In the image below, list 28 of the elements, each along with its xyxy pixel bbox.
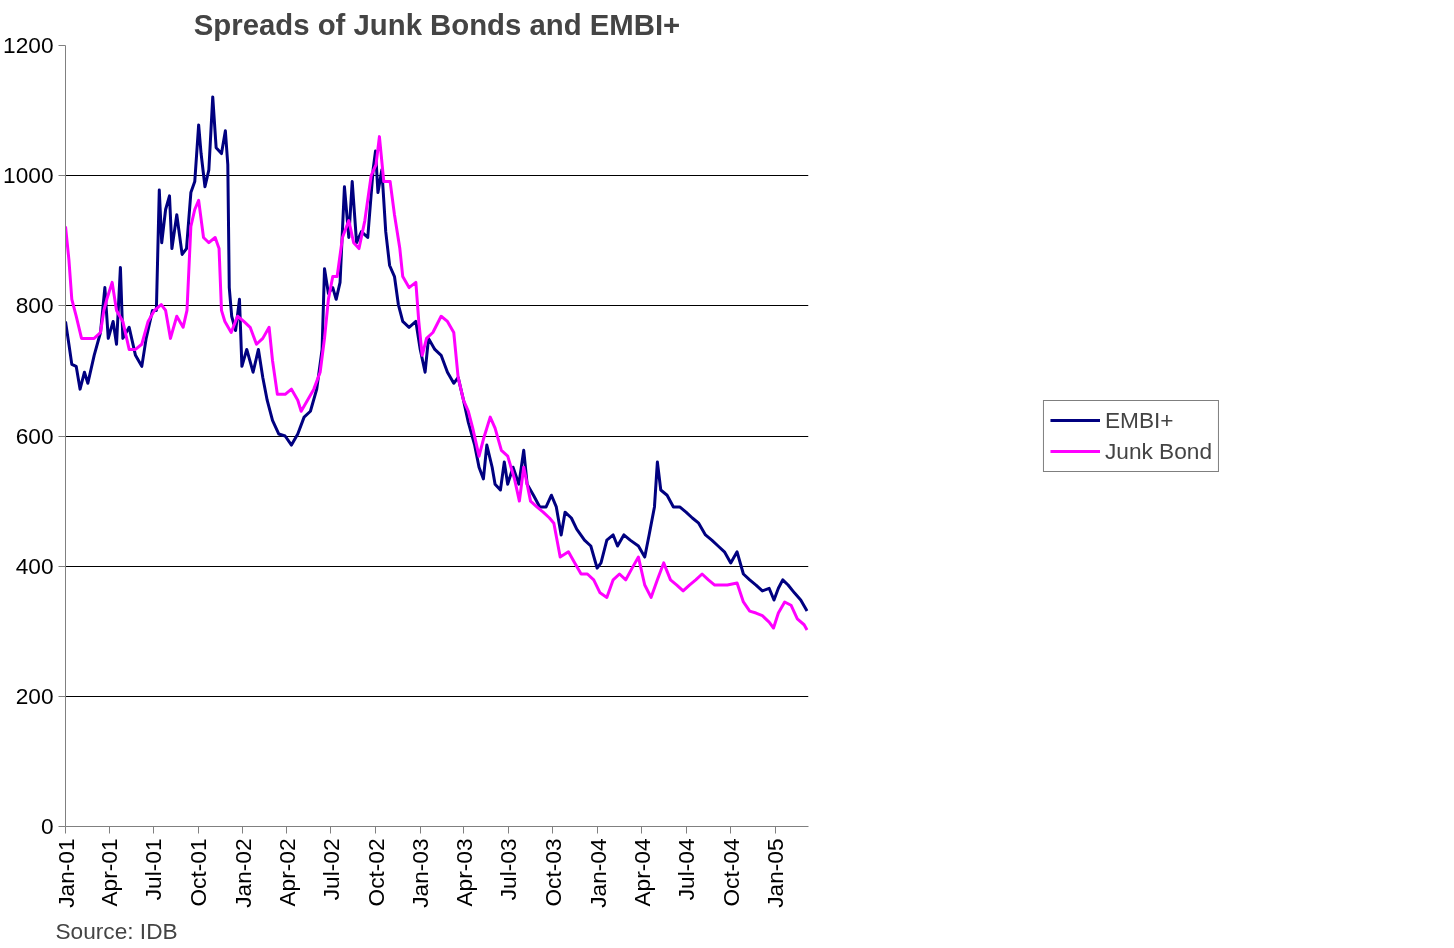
x-tick-label: Apr-03 xyxy=(450,838,477,907)
x-tick-label: Oct-01 xyxy=(185,838,212,907)
x-tick-label: Jan-02 xyxy=(229,838,256,908)
x-tick-label: Oct-04 xyxy=(717,838,744,907)
x-tick-label: Apr-02 xyxy=(273,838,300,907)
x-tick-label: Jul-01 xyxy=(140,838,167,901)
x-tick-label: Jul-02 xyxy=(317,838,344,901)
y-tick-label: 200 xyxy=(15,682,54,709)
x-tick-label: Jan-04 xyxy=(584,838,611,908)
y-tick-label: 1000 xyxy=(3,162,54,189)
y-tick-label: 800 xyxy=(15,292,54,319)
legend-label: Junk Bond xyxy=(1104,437,1213,465)
chart-title: Spreads of Junk Bonds and EMBI+ xyxy=(193,7,681,41)
x-tick-label: Oct-02 xyxy=(362,838,389,907)
x-tick-label: Apr-04 xyxy=(628,838,655,907)
x-tick-label: Oct-03 xyxy=(539,838,566,907)
x-tick-label: Apr-01 xyxy=(96,838,123,907)
x-tick-label: Jul-04 xyxy=(673,838,700,901)
y-tick-label: 0 xyxy=(40,813,54,839)
x-tick-label: Jul-03 xyxy=(495,838,522,901)
y-tick-label: 400 xyxy=(15,552,54,579)
source-note: Source: IDB xyxy=(55,917,178,944)
legend-label: EMBI+ xyxy=(1104,406,1174,434)
y-tick-label: 600 xyxy=(15,422,54,449)
x-tick-label: Jan-01 xyxy=(52,838,79,908)
y-tick-label: 1200 xyxy=(3,32,54,58)
x-tick-label: Jan-05 xyxy=(762,838,789,908)
x-tick-label: Jan-03 xyxy=(407,838,434,908)
